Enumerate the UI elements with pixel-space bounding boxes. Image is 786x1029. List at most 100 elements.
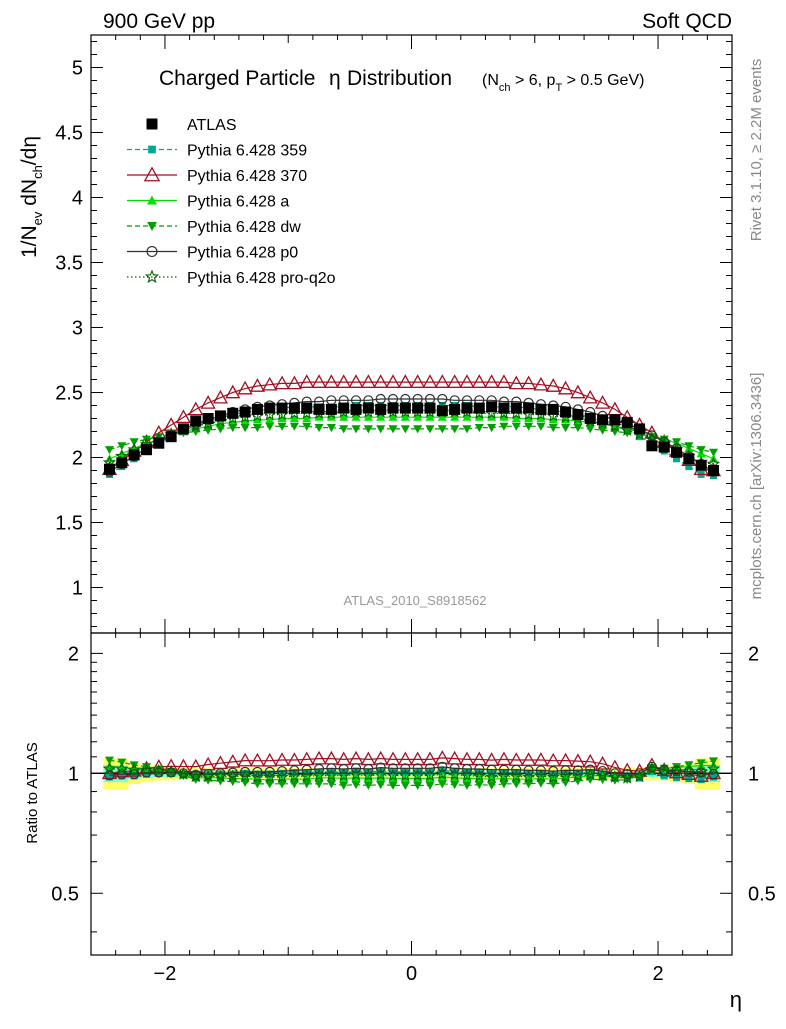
point-pythia-6-428-a [462,412,472,421]
ratio-point-pythia-6-428-p0 [461,763,473,775]
point-pythia-6-428-a [339,412,349,421]
point-atlas [301,402,313,414]
ratio-point-pythia-6-428-p0 [301,764,312,775]
point-pythia-6-428-370 [471,374,487,388]
ratio-point-pythia-6-428-359 [352,767,360,775]
point-atlas [523,402,535,414]
ratio-point-pythia-6-428-359 [512,769,520,777]
point-atlas [535,403,547,415]
ratio-point-pythia-6-428-359 [389,768,397,776]
point-atlas [227,407,239,419]
ratio-point-pythia-6-428-p0 [597,765,608,777]
ratio-point-pythia-6-428-pro-q2o [497,769,511,782]
ratio-point-pythia-6-428-dw [265,780,275,789]
ratio-point-pythia-6-428-370 [373,750,389,765]
ratio-point-pythia-6-428-370 [681,766,697,781]
point-pythia-6-428-370 [175,409,192,424]
side-mcplots-text: mcplots.cern.ch [arXiv:1306.3436] [748,373,765,600]
ratio-point-pythia-6-428-359 [278,769,286,777]
ratio-point-pythia-6-428-370 [348,750,364,765]
ratio-y-tick-label-left: 1 [68,763,79,785]
ratio-point-pythia-6-428-p0 [585,764,596,775]
main-curves-layer [101,374,722,480]
ratio-point-pythia-6-428-359 [697,776,705,784]
side-rivet-text: Rivet 3.1.10, ≥ 2.2M events [748,59,765,242]
ratio-point-pythia-6-428-359 [426,768,434,776]
point-pythia-6-428-370 [447,374,463,388]
ratio-y-tick-label-right: 2 [748,643,759,665]
point-atlas [695,459,707,471]
x-tick-label: 2 [652,963,663,985]
ratio-point-pythia-6-428-pro-q2o [189,769,203,783]
ratio-point-pythia-6-428-dw [326,780,336,789]
point-pythia-6-428-dw [413,425,423,434]
point-pythia-6-428-a [240,416,250,425]
point-pythia-6-428-dw [129,438,139,447]
point-pythia-6-428-370 [200,395,216,409]
ratio-point-pythia-6-428-370 [582,753,598,768]
legend-label-atlas: ATLAS [187,117,237,134]
point-pythia-6-428-dw [228,424,238,433]
ratio-point-pythia-6-428-dw [351,781,361,790]
ratio-point-pythia-6-428-359 [290,769,298,777]
ratio-point-pythia-6-428-359 [525,769,533,777]
point-pythia-6-428-dw [450,425,460,434]
point-pythia-6-428-dw [240,424,250,433]
ratio-point-pythia-6-428-370 [286,752,302,766]
ratio-point-pythia-6-428-370 [410,751,426,766]
legend-label-pythia-6-428-359: Pythia 6.428 359 [187,143,307,160]
point-pythia-6-428-370 [188,401,204,416]
point-atlas [597,414,609,426]
point-pythia-6-428-a [511,414,521,423]
ratio-point-pythia-6-428-pro-q2o [102,761,117,775]
legend-label-pythia-6-428-a: Pythia 6.428 a [187,194,289,211]
ratio-point-pythia-6-428-p0 [350,763,362,774]
point-pythia-6-428-a [265,415,275,424]
point-atlas [584,413,596,424]
ratio-point-pythia-6-428-pro-q2o [509,769,523,782]
ratio-point-pythia-6-428-dw [585,775,595,784]
point-pythia-6-428-370 [323,374,339,388]
ratio-point-pythia-6-428-dw [548,780,558,789]
ratio-point-pythia-6-428-p0 [609,768,620,779]
ratio-point-pythia-6-428-pro-q2o [152,763,166,777]
main-y-tick-label: 3 [72,318,83,340]
ratio-point-pythia-6-428-pro-q2o [460,768,474,782]
point-pythia-6-428-dw [499,422,509,431]
ratio-point-pythia-6-428-dw [647,764,657,773]
point-pythia-6-428-370 [237,380,253,395]
point-atlas [190,415,202,427]
ratio-point-pythia-6-428-dw [314,780,324,789]
ratio-point-pythia-6-428-359 [451,767,459,775]
ratio-point-pythia-6-428-359 [241,769,249,777]
point-atlas [239,406,251,418]
ratio-point-pythia-6-428-pro-q2o [287,769,302,782]
ratio-point-pythia-6-428-a [104,761,114,770]
ratio-point-pythia-6-428-dw [425,781,435,790]
ratio-point-pythia-6-428-pro-q2o [571,768,585,782]
ratio-point-pythia-6-428-pro-q2o [595,768,610,782]
point-pythia-6-428-a [487,412,497,421]
ratio-point-pythia-6-428-dw [696,759,706,768]
ratio-point-pythia-6-428-370 [533,752,549,766]
ratio-point-pythia-6-428-p0 [437,761,448,772]
point-atlas [708,465,720,476]
point-atlas [498,402,510,414]
point-pythia-6-428-dw [302,422,312,431]
ratio-point-pythia-6-428-pro-q2o [127,762,141,776]
point-pythia-6-428-p0 [437,393,448,405]
legend: ATLAS Pythia 6.428 359 Pythia 6.428 370 Pyt… [127,117,336,287]
ratio-point-pythia-6-428-dw [215,777,225,786]
ratio-point-pythia-6-428-pro-q2o [213,769,228,782]
ratio-point-pythia-6-428-p0 [313,763,325,775]
ratio-point-pythia-6-428-pro-q2o [337,768,351,782]
point-pythia-6-428-dw [252,424,262,433]
point-atlas [609,414,621,426]
point-pythia-6-428-a [548,415,558,424]
point-pythia-6-428-a [363,412,373,421]
point-atlas [128,449,140,461]
ratio-point-pythia-6-428-370 [225,754,241,768]
point-pythia-6-428-370 [385,374,401,388]
ratio-point-pythia-6-428-dw [524,780,534,789]
